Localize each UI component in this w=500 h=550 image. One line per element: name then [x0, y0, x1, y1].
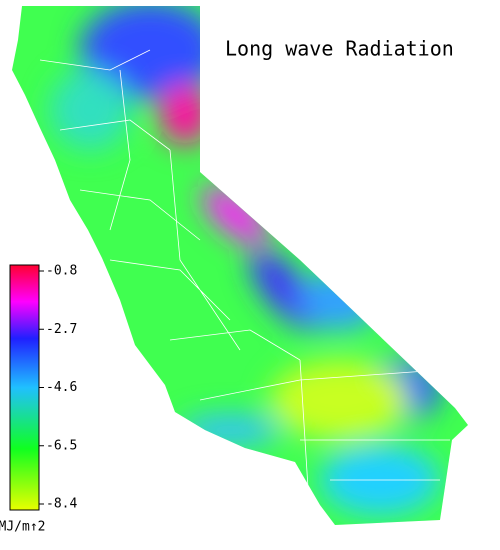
colorbar-tick-label: -2.7 — [46, 322, 77, 337]
colorbar-tick-label: -0.8 — [46, 264, 77, 279]
colorbar-tick-label: -4.6 — [46, 380, 77, 395]
colorbar-tick-label: -8.4 — [46, 497, 77, 512]
colorbar-unit: MJ/m↑2 — [0, 520, 45, 535]
map-title: Long wave Radiation — [225, 37, 454, 61]
colorbar — [9, 264, 40, 511]
colorbar-tick-label: -6.5 — [46, 438, 77, 453]
